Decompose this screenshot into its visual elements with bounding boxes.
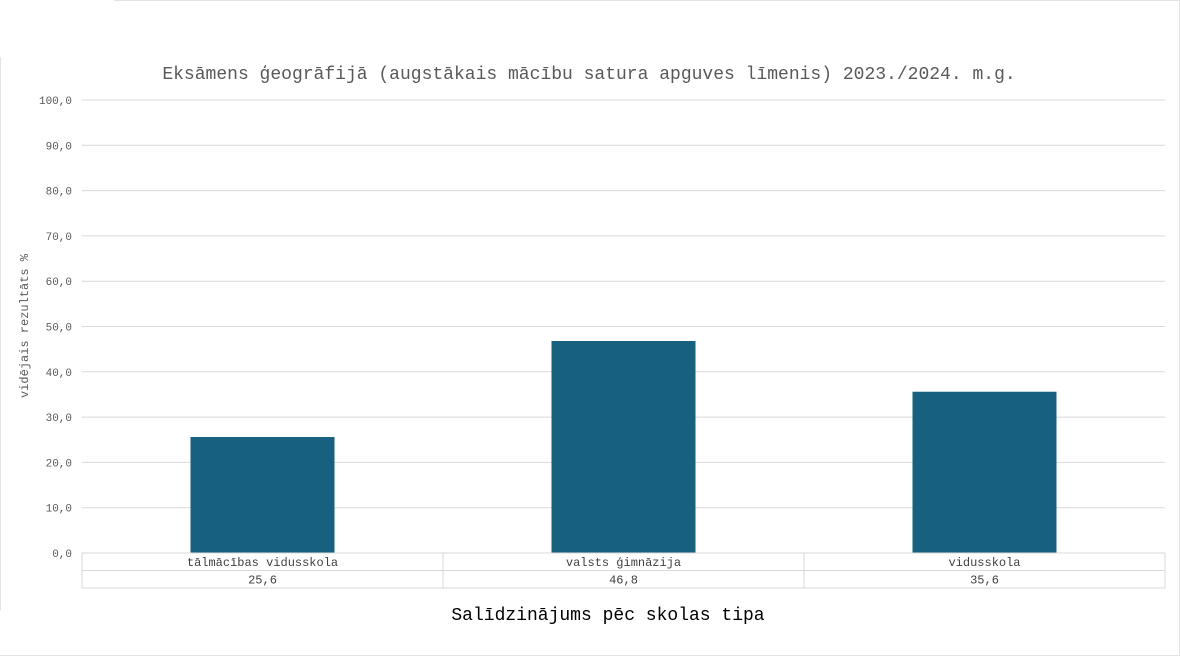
bar xyxy=(912,391,1057,553)
data-value-label: 46,8 xyxy=(609,574,638,588)
y-axis-label: vidējais rezultāts % xyxy=(18,253,32,398)
bar xyxy=(551,340,696,553)
y-tick-label: 20,0 xyxy=(46,458,72,470)
panel-border-left xyxy=(0,57,1,610)
y-tick-label: 40,0 xyxy=(46,368,72,380)
y-tick-label: 30,0 xyxy=(46,413,72,425)
y-tick-label: 70,0 xyxy=(46,232,72,244)
x-category-label: vidusskola xyxy=(948,556,1020,570)
chart-title: Eksāmens ģeogrāfijā (augstākais mācību s… xyxy=(162,65,1015,85)
x-category-label: tālmācības vidusskola xyxy=(187,556,338,570)
y-tick-label: 50,0 xyxy=(46,323,72,335)
bars xyxy=(190,340,1057,553)
y-tick-label: 90,0 xyxy=(46,141,72,153)
y-axis-ticks: 0,0 10,0 20,0 30,0 40,0 50,0 60,0 70,0 80,0 90,0 1… xyxy=(39,96,72,561)
y-tick-label: 10,0 xyxy=(46,504,72,516)
bar xyxy=(190,437,335,553)
data-value-label: 35,6 xyxy=(970,574,999,588)
panel-border-top xyxy=(114,0,1180,1)
x-axis-label: Salīdzinājums pēc skolas tipa xyxy=(451,606,764,626)
y-tick-label: 0,0 xyxy=(52,549,72,561)
y-tick-label: 80,0 xyxy=(46,187,72,199)
y-tick-label: 100,0 xyxy=(39,96,72,108)
data-value-label: 25,6 xyxy=(248,574,277,588)
x-category-label: valsts ģimnāzija xyxy=(566,556,681,570)
data-table: tālmācības vidusskola 25,6 valsts ģimnāzij… xyxy=(81,552,1166,589)
y-tick-label: 60,0 xyxy=(46,277,72,289)
